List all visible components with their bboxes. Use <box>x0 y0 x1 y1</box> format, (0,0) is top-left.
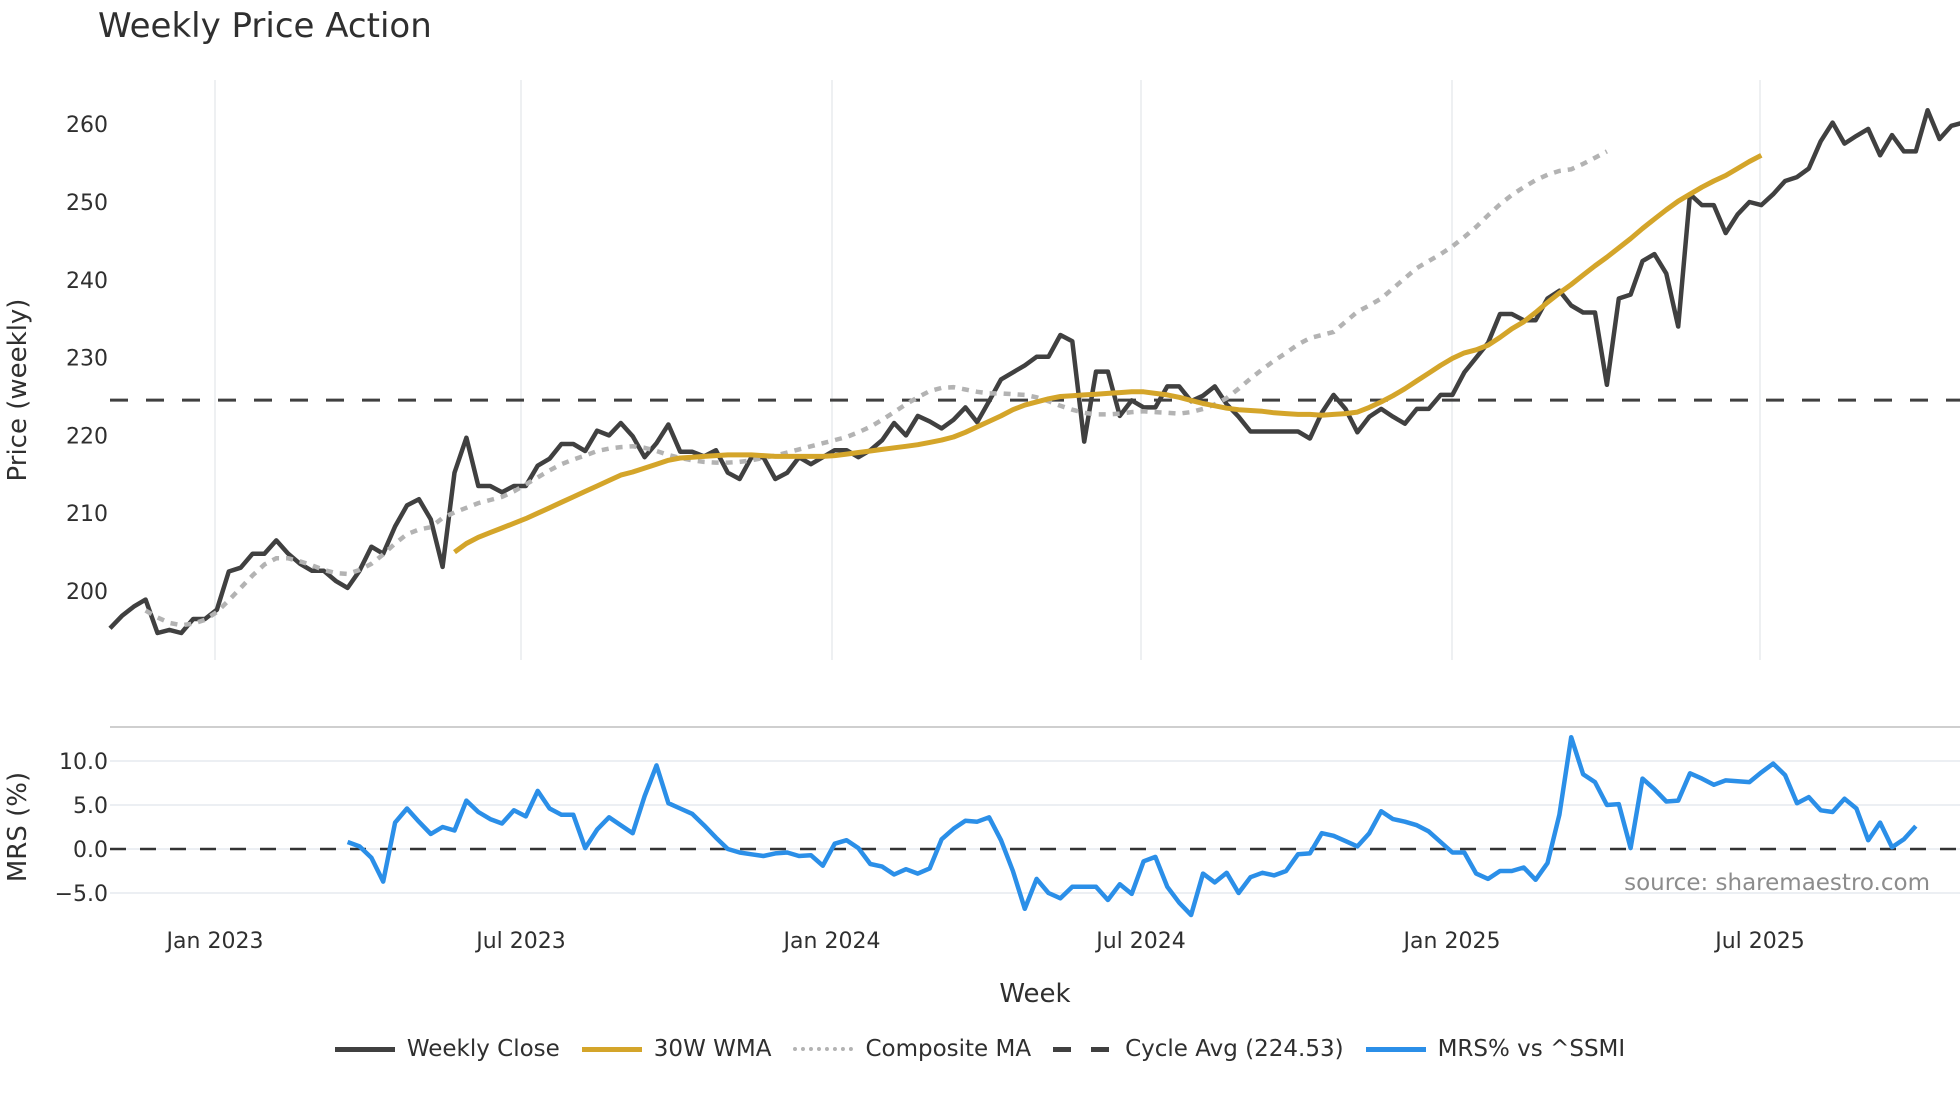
x-tick-labels: Jan 2023 Jul 2023 Jan 2024 Jul 2024 Jan 2025… <box>165 929 1805 954</box>
legend-swatch-icon <box>1365 1046 1426 1052</box>
legend-item[interactable]: 30W WMA <box>581 1036 772 1062</box>
price-tick-label: 230 <box>66 347 108 372</box>
legend-label: Cycle Avg (224.53) <box>1125 1036 1344 1062</box>
mrs-tick-label: 10.0 <box>59 750 108 775</box>
x-gridlines <box>214 80 1761 660</box>
price-tick-label: 220 <box>66 424 108 449</box>
weekly-close-line <box>108 107 1960 636</box>
legend-label: Composite MA <box>865 1036 1032 1062</box>
legend-item[interactable]: Weekly Close <box>334 1036 560 1062</box>
x-tick-label: Jul 2023 <box>474 929 566 954</box>
legend-swatch-icon <box>581 1046 642 1052</box>
mrs-y-axis-label: MRS (%) <box>3 772 33 882</box>
source-note: source: sharemaestro.com <box>1624 870 1930 896</box>
legend-item[interactable]: Cycle Avg (224.53) <box>1053 1036 1344 1062</box>
x-tick-label: Jan 2023 <box>165 929 264 954</box>
x-axis-label: Week <box>999 979 1070 1009</box>
mrs-tick-label: −5.0 <box>55 882 108 907</box>
x-tick-label: Jan 2024 <box>782 929 881 954</box>
chart-legend: Weekly Close 30W WMA Composite MA Cycle Avg… <box>0 1036 1960 1062</box>
composite-ma-line <box>144 149 1608 628</box>
price-tick-label: 240 <box>66 269 108 294</box>
price-tick-label: 200 <box>66 580 108 605</box>
legend-item[interactable]: MRS% vs ^SSMI <box>1365 1036 1626 1062</box>
legend-swatch-icon <box>793 1047 854 1051</box>
mrs-tick-label: 5.0 <box>73 794 108 819</box>
x-tick-label: Jan 2025 <box>1402 929 1501 954</box>
price-tick-label: 250 <box>66 191 108 216</box>
legend-label: MRS% vs ^SSMI <box>1437 1036 1626 1062</box>
legend-item[interactable]: Composite MA <box>793 1036 1031 1062</box>
mrs-y-tick-labels: −5.0 0.0 5.0 10.0 <box>55 750 108 907</box>
legend-label: 30W WMA <box>653 1036 772 1062</box>
price-tick-label: 260 <box>66 113 108 138</box>
chart-title: Weekly Price Action <box>98 6 432 46</box>
legend-swatch-icon <box>1053 1046 1114 1052</box>
wma-30w-line <box>453 153 1763 555</box>
price-tick-label: 210 <box>66 502 108 527</box>
x-tick-label: Jul 2024 <box>1094 929 1186 954</box>
price-y-tick-labels: 200 210 220 230 240 250 260 <box>66 113 108 605</box>
mrs-line <box>346 734 1918 918</box>
legend-label: Weekly Close <box>406 1036 560 1062</box>
legend-swatch-icon <box>334 1046 395 1052</box>
x-tick-label: Jul 2025 <box>1713 929 1805 954</box>
mrs-tick-label: 0.0 <box>73 838 108 863</box>
price-y-axis-label: Price (weekly) <box>3 299 33 482</box>
